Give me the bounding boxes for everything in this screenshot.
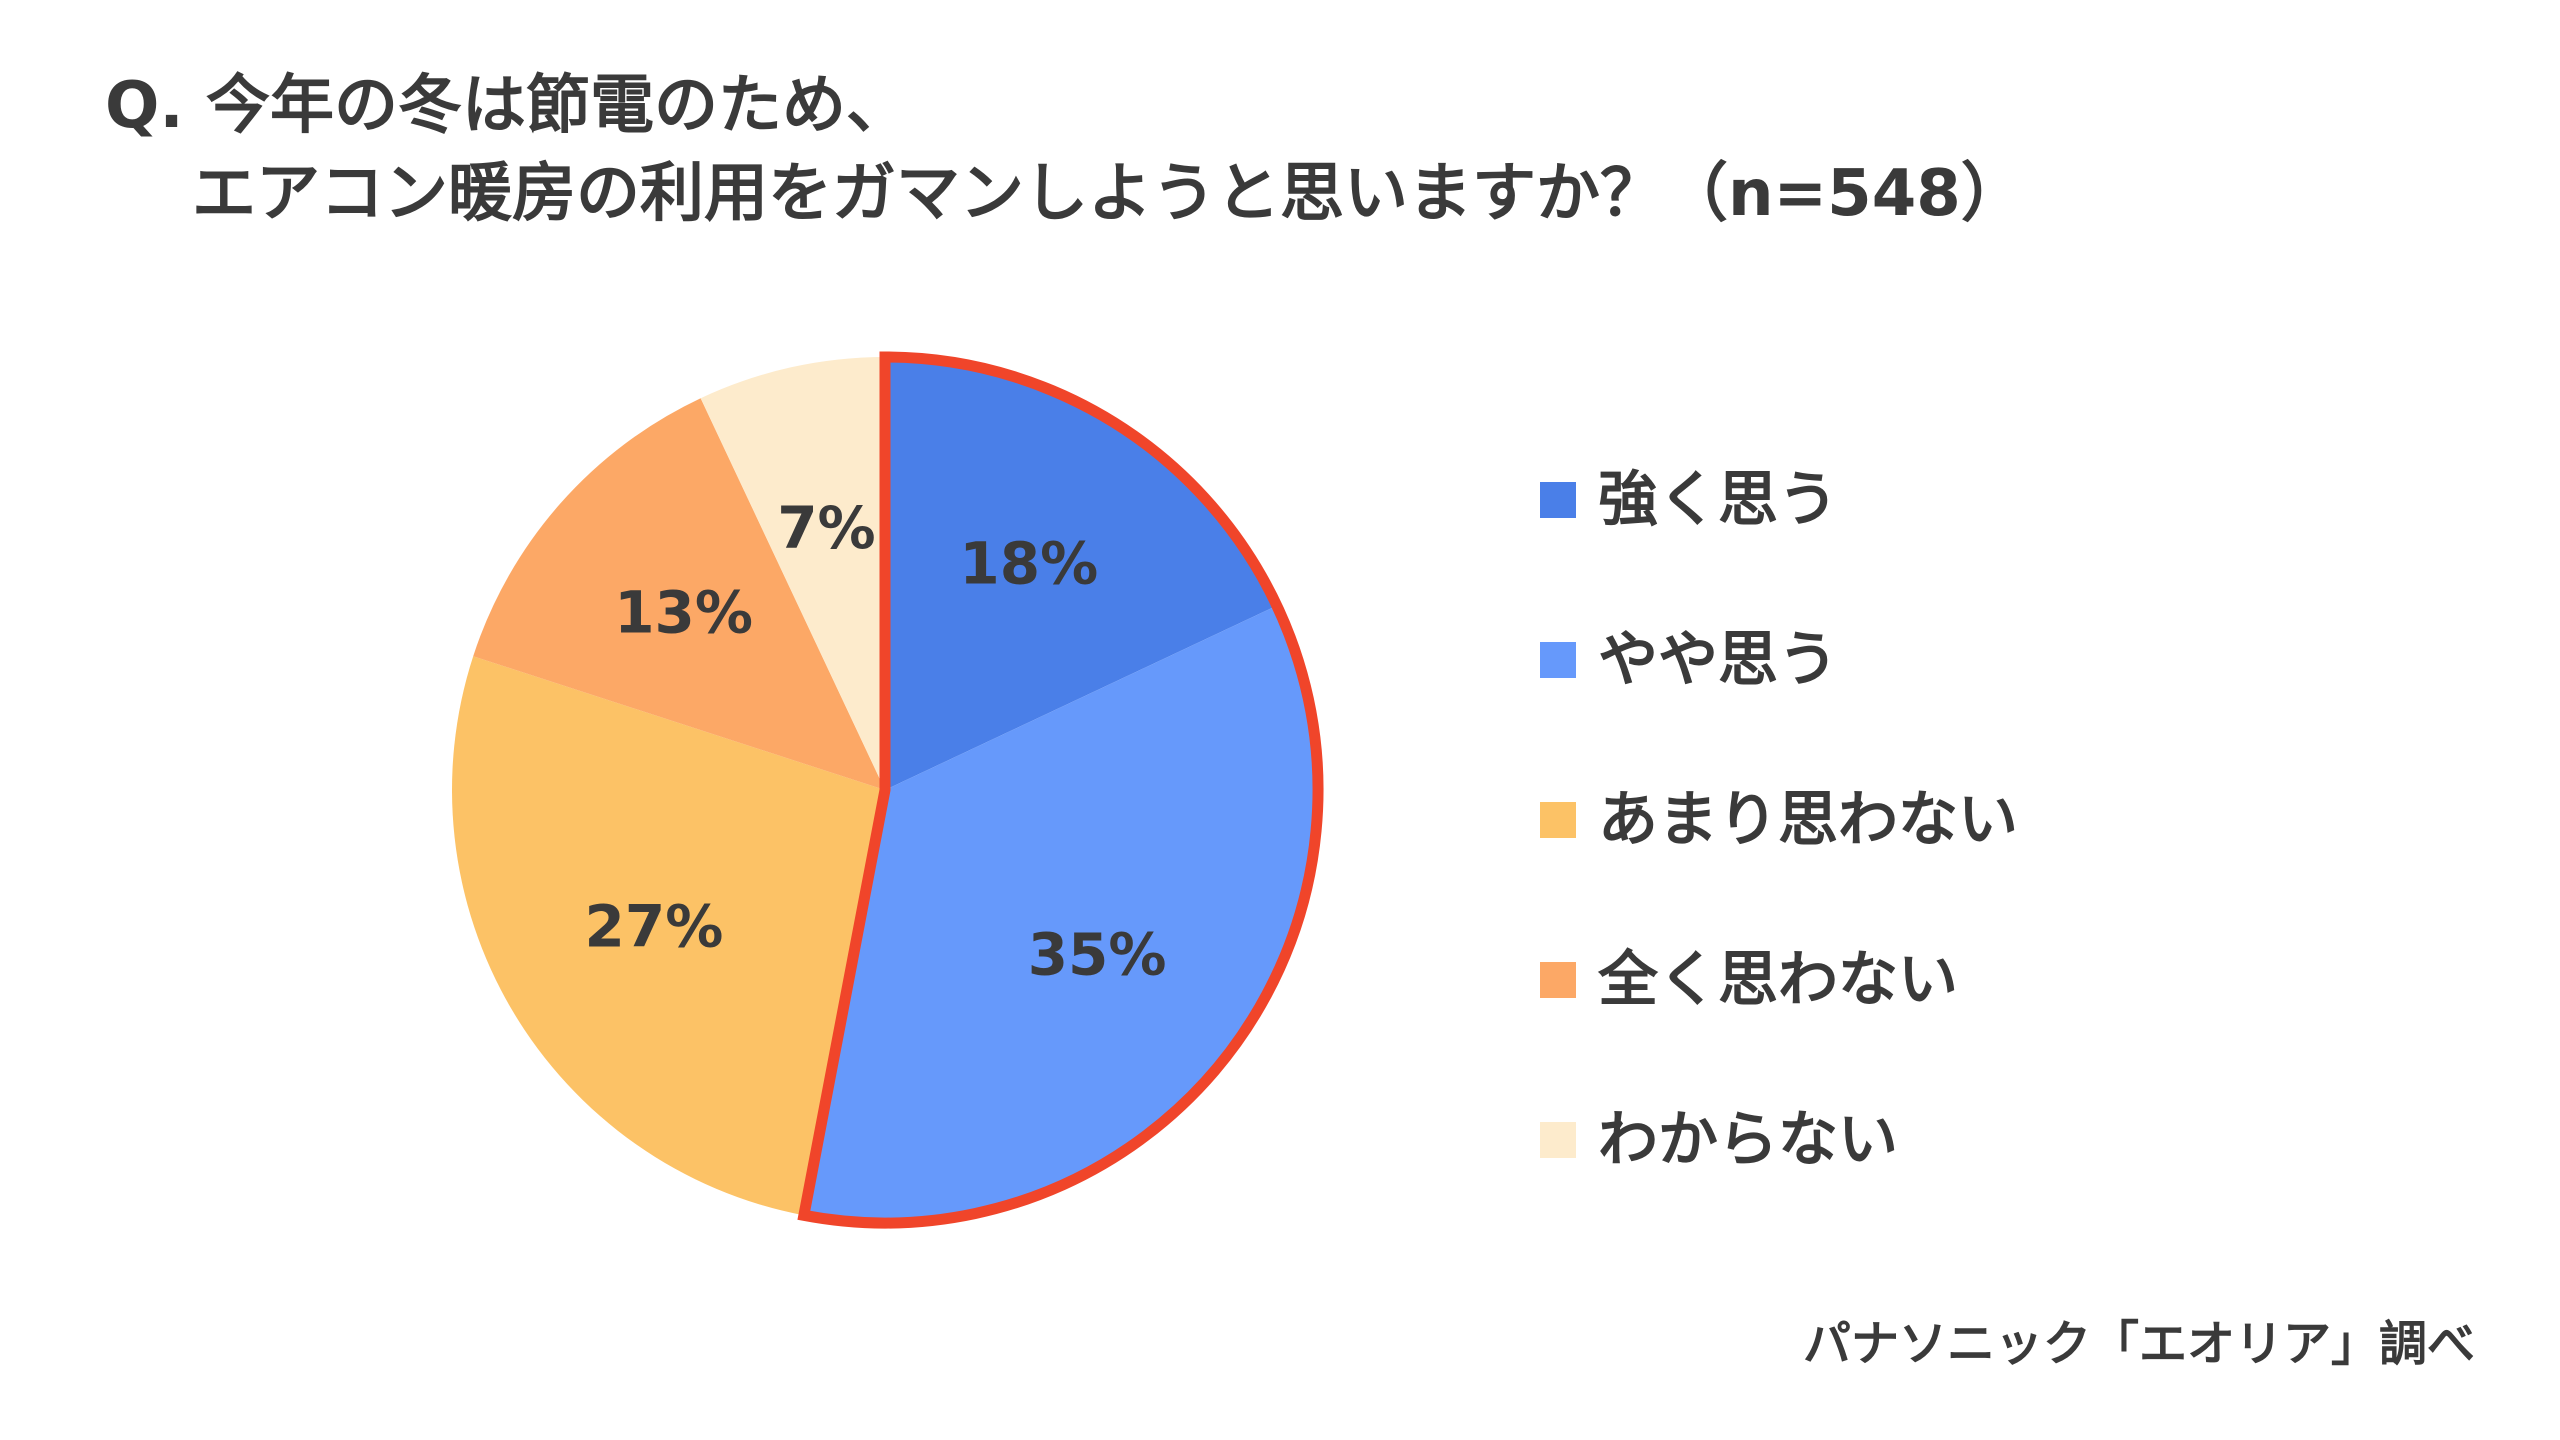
legend-swatch bbox=[1540, 642, 1576, 678]
source-note: パナソニック「エオリア」調べ bbox=[1802, 1316, 2475, 1372]
legend-label: わからない bbox=[1598, 1105, 1898, 1175]
legend-label: 強く思う bbox=[1598, 465, 1838, 535]
legend-item-1: 強く思う bbox=[1540, 420, 2018, 580]
legend-item-3: あまり思わない bbox=[1540, 740, 2018, 900]
pie-slice-4 bbox=[473, 398, 885, 790]
pie-label-slice-5: 7% bbox=[777, 494, 875, 562]
highlight-outline bbox=[797, 351, 1324, 1229]
pie-label-slice-3: 27% bbox=[585, 893, 724, 961]
pie-label-slice-1: 18% bbox=[959, 529, 1098, 597]
legend-label: 全く思わない bbox=[1598, 945, 1958, 1015]
legend-label: あまり思わない bbox=[1598, 785, 2018, 855]
pie-slice-1 bbox=[885, 357, 1277, 790]
chart-title-line1: Q. 今年の冬は節電のため、 bbox=[105, 69, 910, 143]
legend-swatch bbox=[1540, 482, 1576, 518]
chart-title-line2: エアコン暖房の利用をガマンしようと思いますか？（n=548） bbox=[192, 157, 2025, 231]
legend-label: やや思う bbox=[1598, 625, 1838, 695]
legend-swatch bbox=[1540, 1122, 1576, 1158]
pie-slice-3 bbox=[452, 656, 885, 1216]
legend-swatch bbox=[1540, 962, 1576, 998]
chart-title: Q. 今年の冬は節電のため、 エアコン暖房の利用をガマンしようと思いますか？（n… bbox=[105, 62, 2025, 238]
legend-item-5: わからない bbox=[1540, 1060, 2018, 1220]
pie-slice-5 bbox=[700, 357, 885, 790]
legend-item-4: 全く思わない bbox=[1540, 900, 2018, 1060]
pie-label-slice-2: 35% bbox=[1028, 921, 1167, 989]
legend-item-2: やや思う bbox=[1540, 580, 2018, 740]
pie-slice-2 bbox=[803, 605, 1318, 1223]
legend-swatch bbox=[1540, 802, 1576, 838]
legend: 強く思うやや思うあまり思わない 全く思わない わからない bbox=[1540, 420, 2018, 1220]
pie-label-slice-4: 13% bbox=[614, 578, 753, 646]
